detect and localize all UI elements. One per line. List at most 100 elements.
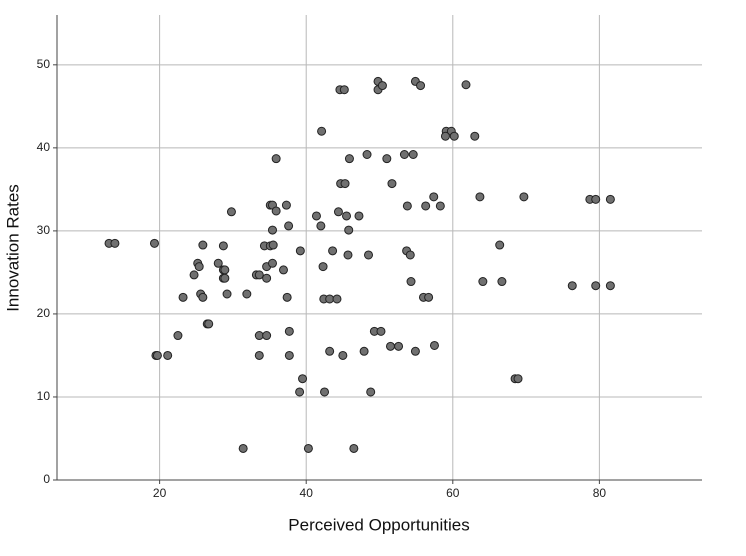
point	[325, 346, 335, 356]
point	[271, 154, 281, 164]
point	[405, 250, 415, 260]
x-axis-title: Perceived Opportunities	[288, 515, 469, 534]
x-tick-label: 60	[446, 486, 460, 500]
point	[281, 200, 291, 210]
point	[470, 131, 480, 141]
point	[424, 292, 434, 302]
point	[402, 201, 412, 211]
point	[267, 258, 277, 268]
point	[213, 258, 223, 268]
point	[605, 194, 615, 204]
point	[238, 443, 248, 453]
point	[497, 277, 507, 287]
point	[339, 85, 349, 95]
point	[222, 289, 232, 299]
point	[298, 374, 308, 384]
point	[173, 331, 183, 341]
point	[204, 319, 214, 329]
y-axis-title: Innovation Rates	[3, 184, 22, 312]
point	[198, 292, 208, 302]
point	[163, 350, 173, 360]
point	[421, 201, 431, 211]
point	[435, 201, 445, 211]
point	[387, 179, 397, 189]
point	[567, 281, 577, 291]
point	[376, 326, 386, 336]
point	[332, 294, 342, 304]
x-tick-label: 20	[153, 486, 167, 500]
point	[325, 294, 335, 304]
point	[495, 240, 505, 250]
point	[343, 250, 353, 260]
point	[394, 341, 404, 351]
point	[262, 273, 272, 283]
point	[461, 80, 471, 90]
point	[267, 225, 277, 235]
point	[282, 292, 292, 302]
point	[338, 350, 348, 360]
point	[333, 207, 343, 217]
point	[429, 340, 439, 350]
y-tick-label: 50	[37, 57, 51, 71]
point	[416, 81, 426, 91]
point	[359, 346, 369, 356]
point	[242, 289, 252, 299]
point	[278, 265, 288, 275]
point	[220, 273, 230, 283]
point	[519, 192, 529, 202]
y-tick-label: 10	[37, 389, 51, 403]
point	[475, 192, 485, 202]
point	[284, 326, 294, 336]
point	[149, 238, 159, 248]
point	[344, 225, 354, 235]
point	[262, 331, 272, 341]
x-tick-label: 80	[593, 486, 607, 500]
point	[178, 292, 188, 302]
point	[385, 341, 395, 351]
y-tick-label: 30	[37, 223, 51, 237]
point	[320, 387, 330, 397]
point	[284, 221, 294, 231]
y-tick-label: 0	[43, 472, 50, 486]
point	[316, 221, 326, 231]
point	[440, 131, 450, 141]
point	[303, 443, 313, 453]
point	[271, 206, 281, 216]
point	[110, 238, 120, 248]
point	[342, 211, 352, 221]
point	[318, 262, 328, 272]
point	[362, 150, 372, 159]
point	[328, 246, 338, 256]
point	[198, 240, 208, 250]
point	[254, 331, 264, 341]
point	[284, 350, 294, 360]
point	[366, 387, 376, 397]
point	[311, 211, 321, 221]
point	[317, 126, 327, 136]
point	[218, 241, 228, 251]
point	[254, 350, 264, 360]
point	[399, 150, 409, 159]
point	[382, 154, 392, 164]
point	[220, 265, 230, 275]
point	[478, 277, 488, 287]
point	[605, 281, 615, 291]
x-tick-label: 40	[300, 486, 314, 500]
point	[344, 154, 354, 164]
point	[295, 387, 305, 397]
y-tick-label: 40	[37, 140, 51, 154]
point	[194, 262, 204, 272]
point	[406, 277, 416, 287]
point	[349, 443, 359, 453]
point	[591, 194, 601, 204]
point	[591, 281, 601, 291]
point	[340, 179, 350, 189]
point	[189, 270, 199, 280]
y-tick-label: 20	[37, 306, 51, 320]
point	[410, 346, 420, 356]
point	[268, 240, 278, 250]
point	[295, 246, 305, 256]
point	[429, 192, 439, 202]
point	[152, 350, 162, 360]
